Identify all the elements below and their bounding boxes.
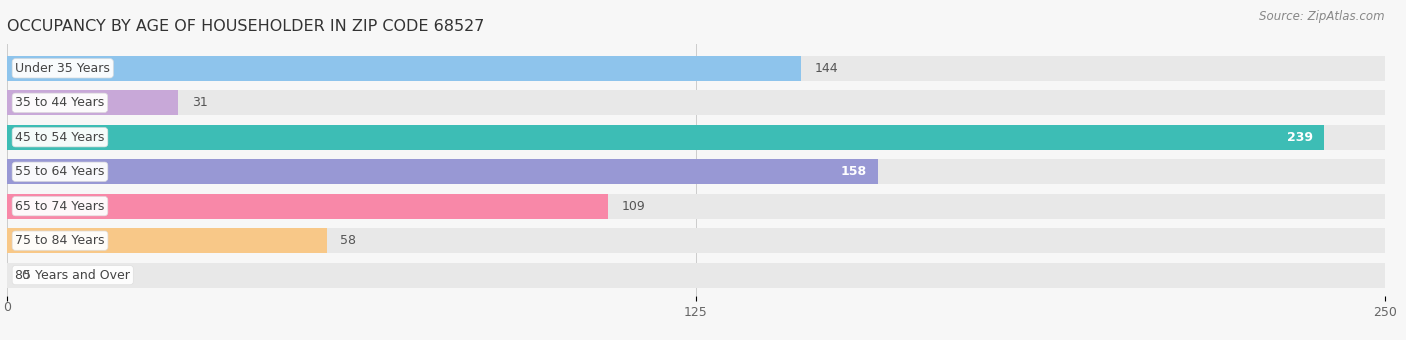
Text: 144: 144 — [814, 62, 838, 75]
Text: 55 to 64 Years: 55 to 64 Years — [15, 165, 104, 178]
Text: 239: 239 — [1288, 131, 1313, 144]
Text: 58: 58 — [340, 234, 357, 247]
Text: 75 to 84 Years: 75 to 84 Years — [15, 234, 105, 247]
Bar — [7, 263, 1385, 288]
Bar — [7, 194, 607, 219]
Bar — [7, 159, 1385, 184]
Bar — [7, 56, 1385, 81]
Text: 31: 31 — [191, 96, 208, 109]
Text: Under 35 Years: Under 35 Years — [15, 62, 110, 75]
Text: 109: 109 — [621, 200, 645, 213]
Bar — [7, 125, 1385, 150]
Text: 158: 158 — [841, 165, 868, 178]
Text: 0: 0 — [3, 301, 11, 314]
Bar — [7, 228, 1385, 253]
Text: 65 to 74 Years: 65 to 74 Years — [15, 200, 104, 213]
Bar — [7, 228, 326, 253]
Text: 45 to 54 Years: 45 to 54 Years — [15, 131, 104, 144]
Bar — [7, 90, 1385, 115]
Bar — [7, 56, 800, 81]
Bar — [7, 194, 1385, 219]
Text: 35 to 44 Years: 35 to 44 Years — [15, 96, 104, 109]
Text: Source: ZipAtlas.com: Source: ZipAtlas.com — [1260, 10, 1385, 23]
Text: OCCUPANCY BY AGE OF HOUSEHOLDER IN ZIP CODE 68527: OCCUPANCY BY AGE OF HOUSEHOLDER IN ZIP C… — [7, 19, 485, 34]
Bar — [7, 125, 1324, 150]
Bar — [7, 159, 877, 184]
Text: 85 Years and Over: 85 Years and Over — [15, 269, 131, 282]
Bar — [7, 90, 179, 115]
Text: 0: 0 — [21, 269, 28, 282]
